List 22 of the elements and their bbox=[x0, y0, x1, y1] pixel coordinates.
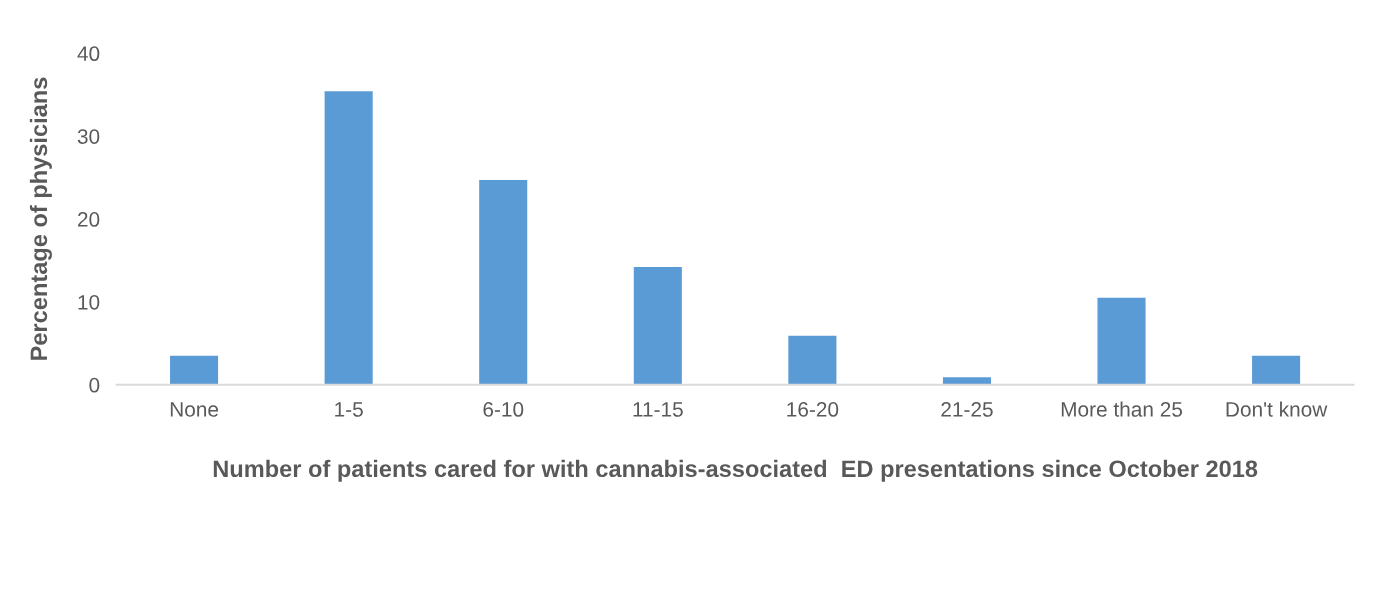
y-tick-label: 30 bbox=[77, 129, 100, 144]
bar bbox=[477, 178, 529, 385]
y-axis-title: Percentage of physicians bbox=[29, 77, 52, 360]
x-tick-label: 11-15 bbox=[633, 402, 683, 417]
bar bbox=[1096, 296, 1147, 385]
bar bbox=[323, 89, 375, 385]
x-tick-label: Don't know bbox=[1226, 401, 1328, 417]
bar bbox=[632, 265, 684, 385]
x-tick-label: 21-25 bbox=[941, 402, 993, 417]
x-tick-label: 1-5 bbox=[335, 402, 363, 417]
bar bbox=[786, 334, 838, 385]
x-tick-label: None bbox=[170, 402, 219, 417]
x-tick-label: More than 25 bbox=[1061, 401, 1183, 417]
y-tick-label: 10 bbox=[78, 294, 100, 310]
bar bbox=[1250, 354, 1302, 385]
x-tick-label: 6-10 bbox=[483, 402, 524, 417]
x-axis-title: Number of patients cared for with cannabis-associated ED presentations since October 2018 bbox=[213, 459, 1258, 482]
y-tick-label: 0 bbox=[89, 377, 100, 393]
y-tick-label: 20 bbox=[78, 212, 100, 227]
y-tick-label: 40 bbox=[77, 46, 100, 62]
x-tick-label: 16-20 bbox=[787, 402, 839, 417]
bar bbox=[168, 354, 220, 385]
